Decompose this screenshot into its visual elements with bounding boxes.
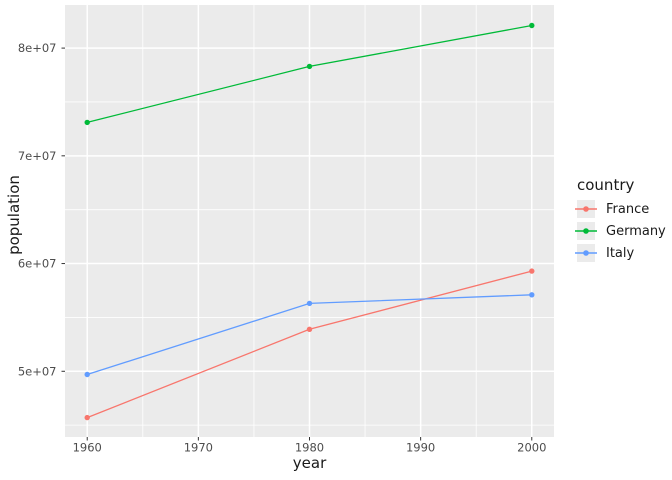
x-tick-label: 1990 bbox=[406, 441, 435, 455]
y-tick-label: 7e+07 bbox=[18, 149, 57, 163]
data-point-france-1980 bbox=[306, 326, 313, 332]
legend-key-icon bbox=[575, 222, 597, 240]
legend-item-france: France bbox=[575, 200, 666, 218]
legend-items: France Germany Italy bbox=[575, 200, 666, 262]
y-tick-label: 5e+07 bbox=[18, 364, 57, 378]
legend-key-icon bbox=[575, 244, 597, 262]
legend-label: Italy bbox=[606, 245, 635, 261]
x-tick-label: 1960 bbox=[73, 441, 102, 455]
data-point-italy-1960 bbox=[84, 371, 90, 378]
data-point-germany-1960 bbox=[84, 119, 90, 126]
y-tick-label: 6e+07 bbox=[18, 257, 57, 271]
data-point-italy-1980 bbox=[306, 300, 313, 307]
data-point-italy-2000 bbox=[529, 292, 535, 298]
legend-key-icon bbox=[575, 200, 597, 218]
data-point-germany-1980 bbox=[306, 63, 313, 70]
legend-item-italy: Italy bbox=[575, 244, 666, 262]
legend-label: France bbox=[606, 201, 650, 217]
legend: country France Germany Italy bbox=[575, 176, 666, 266]
x-tick-label: 1980 bbox=[295, 441, 324, 455]
x-tick-label: 1970 bbox=[184, 441, 213, 455]
data-point-france-2000 bbox=[529, 268, 535, 274]
y-axis-title: population bbox=[5, 175, 23, 255]
x-axis-title: year bbox=[292, 454, 327, 472]
legend-label: Germany bbox=[606, 223, 666, 239]
data-point-france-1960 bbox=[84, 414, 90, 421]
x-tick-label: 2000 bbox=[517, 441, 546, 455]
y-tick-label: 8e+07 bbox=[18, 41, 57, 55]
legend-item-germany: Germany bbox=[575, 222, 666, 240]
data-point-germany-2000 bbox=[529, 22, 535, 29]
legend-title: country bbox=[577, 176, 635, 194]
